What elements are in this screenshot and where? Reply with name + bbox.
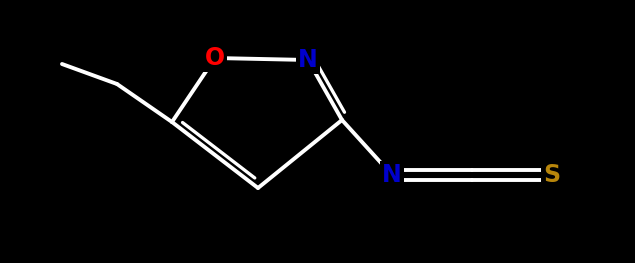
Text: N: N xyxy=(298,48,318,72)
Text: S: S xyxy=(544,163,561,187)
Text: O: O xyxy=(205,46,225,70)
Text: N: N xyxy=(382,163,402,187)
